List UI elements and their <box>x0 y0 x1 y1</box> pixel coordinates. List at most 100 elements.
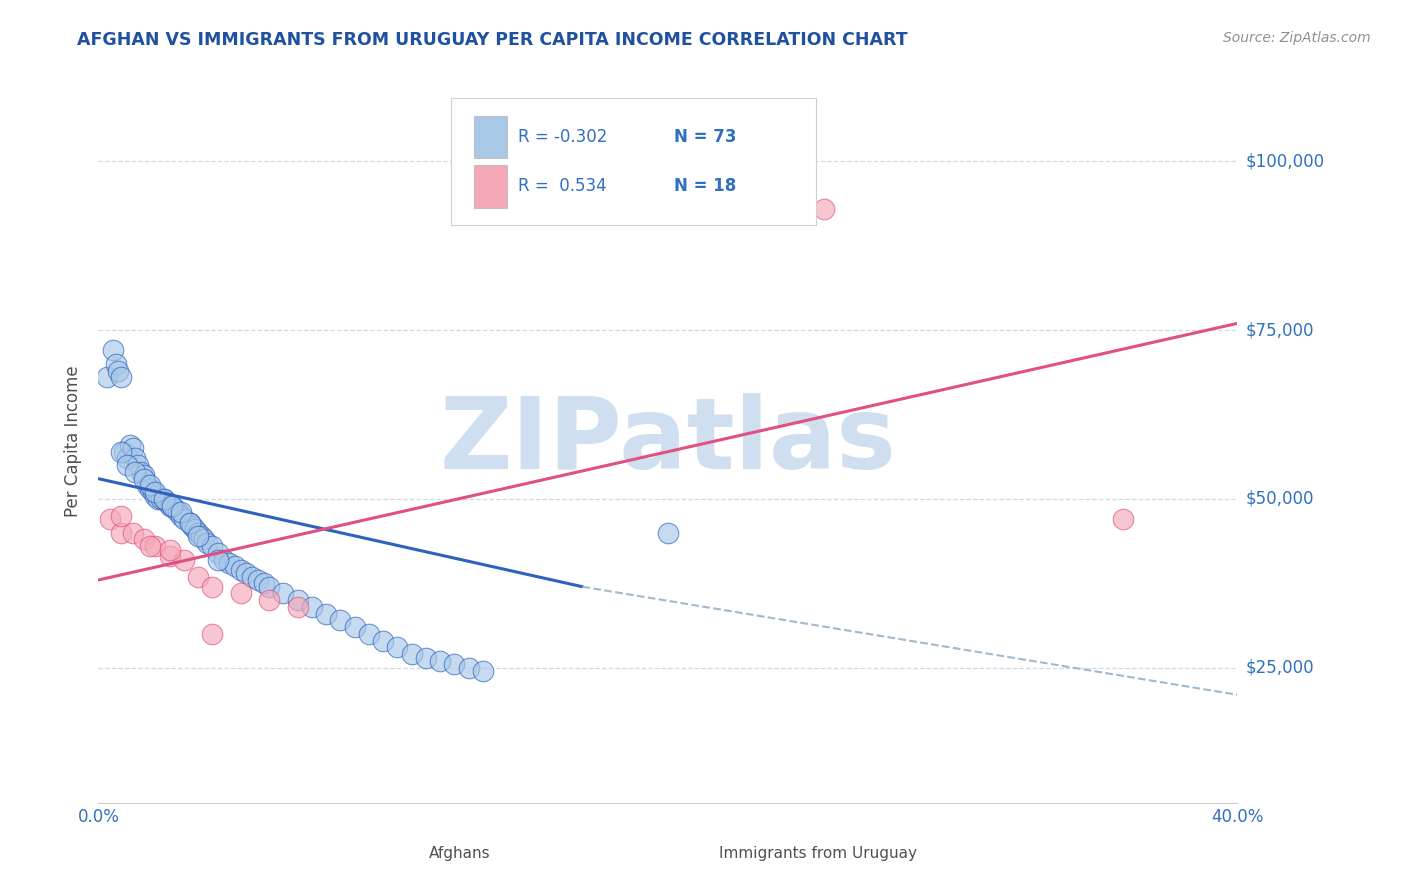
Point <box>124 451 146 466</box>
Point <box>121 525 143 540</box>
Point <box>246 573 269 587</box>
Point <box>118 438 141 452</box>
Point <box>187 525 209 540</box>
Point <box>129 465 152 479</box>
Point <box>224 559 246 574</box>
Point <box>173 512 195 526</box>
Point <box>193 533 215 547</box>
Text: Source: ZipAtlas.com: Source: ZipAtlas.com <box>1223 31 1371 45</box>
Point <box>287 593 309 607</box>
Point <box>132 472 155 486</box>
Text: R = -0.302: R = -0.302 <box>517 128 607 146</box>
Point <box>101 343 124 358</box>
Point <box>273 586 295 600</box>
Point <box>259 593 281 607</box>
FancyBboxPatch shape <box>451 98 815 225</box>
Point <box>329 614 352 628</box>
Point <box>124 465 146 479</box>
Point <box>181 519 204 533</box>
Point <box>201 627 224 641</box>
Text: Afghans: Afghans <box>429 846 491 861</box>
Text: ZIPatlas: ZIPatlas <box>440 393 896 490</box>
Point <box>145 485 167 500</box>
Point <box>401 647 423 661</box>
Text: R =  0.534: R = 0.534 <box>517 178 606 195</box>
Point <box>162 499 184 513</box>
Point <box>287 599 309 614</box>
Point <box>135 478 157 492</box>
Point <box>96 370 118 384</box>
Point <box>121 442 143 456</box>
Text: AFGHAN VS IMMIGRANTS FROM URUGUAY PER CAPITA INCOME CORRELATION CHART: AFGHAN VS IMMIGRANTS FROM URUGUAY PER CA… <box>77 31 908 49</box>
Point <box>104 357 127 371</box>
Point <box>110 370 132 384</box>
Point <box>187 569 209 583</box>
Point <box>150 491 173 506</box>
Point <box>415 650 437 665</box>
Point <box>179 516 201 530</box>
Text: $75,000: $75,000 <box>1246 321 1315 339</box>
FancyBboxPatch shape <box>671 828 704 865</box>
Point <box>252 576 274 591</box>
Point <box>471 664 494 678</box>
Point <box>207 552 229 566</box>
Point <box>235 566 257 581</box>
Point <box>132 468 155 483</box>
Point <box>170 508 193 523</box>
Point <box>107 364 129 378</box>
Point <box>153 491 176 506</box>
Point <box>207 546 229 560</box>
Point <box>138 478 160 492</box>
Point <box>115 451 138 466</box>
Point <box>148 491 170 506</box>
Text: $100,000: $100,000 <box>1246 153 1324 170</box>
Point <box>343 620 366 634</box>
Point <box>184 522 207 536</box>
Point <box>159 549 181 564</box>
Point <box>195 536 218 550</box>
Point <box>190 529 212 543</box>
Text: $50,000: $50,000 <box>1246 490 1315 508</box>
Point <box>110 525 132 540</box>
Point <box>167 505 190 519</box>
Point <box>387 640 409 655</box>
Point <box>813 202 835 216</box>
Point <box>138 482 160 496</box>
Point <box>212 552 235 566</box>
Point <box>153 491 176 506</box>
Point <box>373 633 395 648</box>
Point <box>159 542 181 557</box>
Text: N = 18: N = 18 <box>673 178 735 195</box>
Point <box>173 552 195 566</box>
Point <box>98 512 121 526</box>
Point <box>179 516 201 530</box>
Point <box>443 657 465 672</box>
Point <box>159 499 181 513</box>
Point <box>201 580 224 594</box>
Point <box>201 539 224 553</box>
Point <box>429 654 451 668</box>
FancyBboxPatch shape <box>375 828 408 865</box>
Point <box>145 539 167 553</box>
Point <box>187 529 209 543</box>
Point <box>170 505 193 519</box>
Text: N = 73: N = 73 <box>673 128 737 146</box>
Text: Immigrants from Uruguay: Immigrants from Uruguay <box>718 846 917 861</box>
Point <box>357 627 380 641</box>
Y-axis label: Per Capita Income: Per Capita Income <box>65 366 83 517</box>
Point <box>229 586 252 600</box>
Point <box>115 458 138 472</box>
FancyBboxPatch shape <box>474 165 508 208</box>
Point <box>229 563 252 577</box>
Point <box>315 607 337 621</box>
Point <box>301 599 323 614</box>
Point <box>132 533 155 547</box>
Point <box>240 569 263 583</box>
Point <box>145 489 167 503</box>
Point <box>165 502 187 516</box>
Point <box>156 495 179 509</box>
Text: $25,000: $25,000 <box>1246 659 1315 677</box>
Point <box>218 556 240 570</box>
Point <box>112 444 135 458</box>
FancyBboxPatch shape <box>474 116 508 158</box>
